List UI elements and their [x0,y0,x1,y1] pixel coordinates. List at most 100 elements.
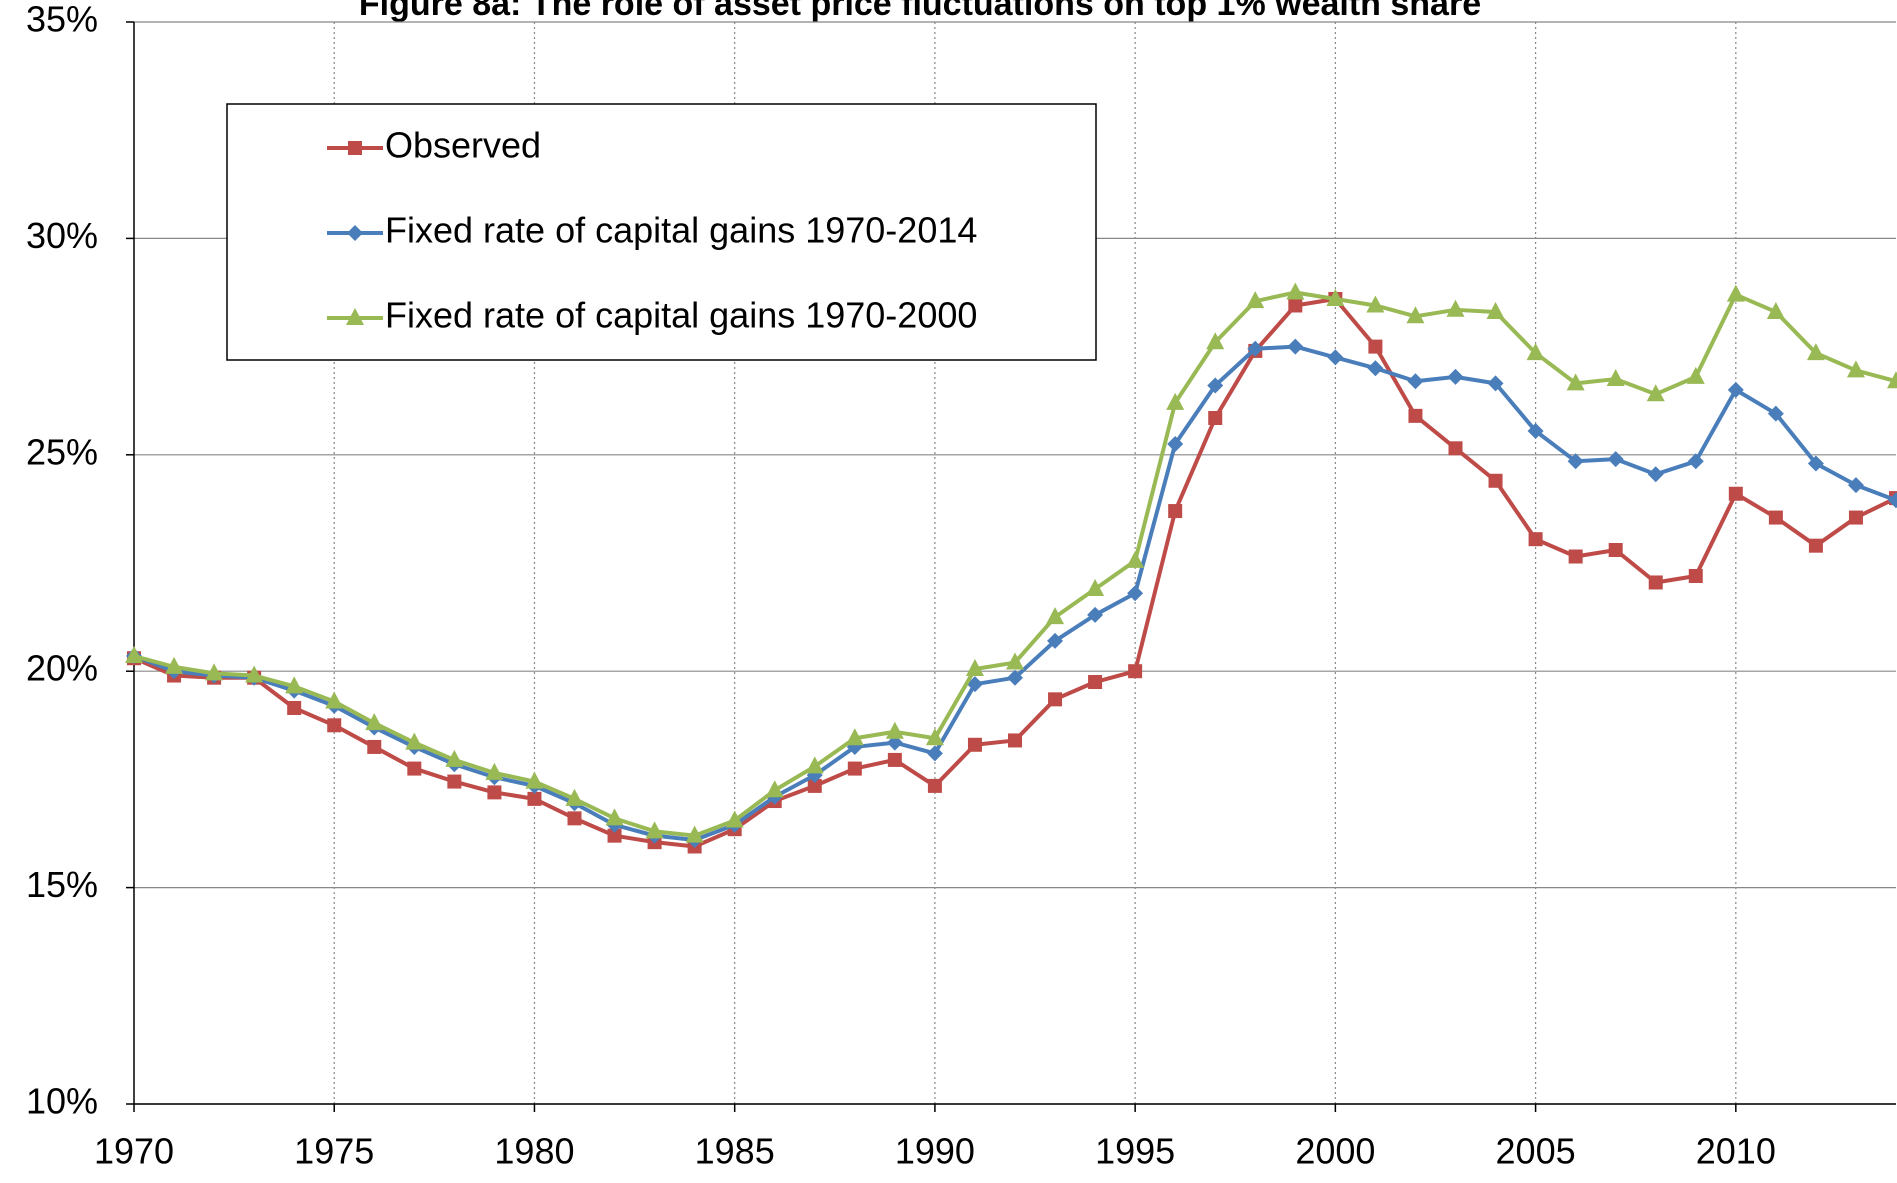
marker [1567,453,1584,470]
legend-label: Observed [385,125,541,166]
marker [485,762,504,780]
marker [1648,575,1663,590]
marker [1848,510,1863,525]
marker [1006,652,1024,670]
marker [1407,373,1424,390]
marker [1486,301,1505,319]
marker [525,771,544,789]
marker [1127,585,1144,602]
marker [845,728,864,746]
marker [1166,392,1185,410]
x-tick-label: 1980 [494,1131,574,1172]
marker [967,737,982,752]
marker [287,700,302,715]
marker [1366,295,1385,313]
marker [1806,343,1825,361]
marker [1768,510,1783,525]
marker [1326,288,1345,306]
x-tick-label: 1970 [94,1131,174,1172]
marker [1767,405,1784,422]
marker [1048,692,1063,707]
marker [605,808,624,826]
marker [1687,453,1704,470]
marker [925,728,944,746]
marker [1847,477,1864,494]
marker [407,761,422,776]
marker [1168,504,1183,519]
marker [327,718,342,733]
marker [965,659,984,677]
y-tick-label: 35% [26,0,98,40]
marker [285,676,304,694]
marker [1128,664,1143,679]
marker [1728,486,1743,501]
marker [1646,384,1665,402]
marker [1446,299,1465,317]
marker [1327,349,1344,366]
y-tick-label: 10% [26,1081,98,1122]
y-tick-label: 30% [26,215,98,256]
marker [1526,343,1545,361]
marker [1647,466,1664,483]
marker [1566,373,1585,391]
marker [347,225,363,241]
marker [1167,435,1184,452]
x-tick-label: 2005 [1496,1131,1576,1172]
marker [607,828,622,843]
marker [1086,578,1105,596]
marker [885,721,904,739]
marker [1608,543,1623,558]
marker [165,656,184,674]
marker [1046,607,1065,625]
marker [405,732,424,750]
marker [1888,492,1897,509]
y-tick-label: 15% [26,864,98,905]
marker [645,821,664,839]
marker [927,778,942,793]
marker [125,646,143,664]
x-tick-label: 1995 [1095,1131,1175,1172]
marker [367,739,382,754]
marker [1047,632,1064,649]
marker [1488,473,1503,488]
marker [365,713,384,731]
marker [1528,532,1543,547]
marker [348,141,362,155]
marker [527,791,542,806]
marker [447,774,462,789]
marker [1527,422,1544,439]
x-tick-label: 1985 [695,1131,775,1172]
y-tick-label: 25% [26,431,98,472]
marker [1367,360,1384,377]
y-tick-label: 20% [26,648,98,689]
marker [1207,377,1224,394]
marker [1727,381,1744,398]
marker [887,752,902,767]
marker [1568,549,1583,564]
marker [1808,538,1823,553]
marker [1726,284,1745,302]
marker [445,749,464,767]
marker [1606,369,1625,387]
marker [805,756,824,774]
marker [346,308,364,325]
marker [1208,411,1223,426]
series-line [133,344,1897,842]
marker [1807,455,1824,472]
marker [1206,332,1225,350]
marker [1286,282,1305,300]
marker [1406,306,1425,324]
x-tick-label: 2000 [1295,1131,1375,1172]
marker [1287,338,1304,355]
marker [567,811,582,826]
x-tick-label: 1975 [294,1131,374,1172]
marker [1368,339,1383,354]
marker [565,788,584,806]
marker [685,825,704,843]
marker [807,778,822,793]
marker [1288,298,1303,313]
marker [966,676,983,693]
x-tick-label: 1990 [895,1131,975,1172]
